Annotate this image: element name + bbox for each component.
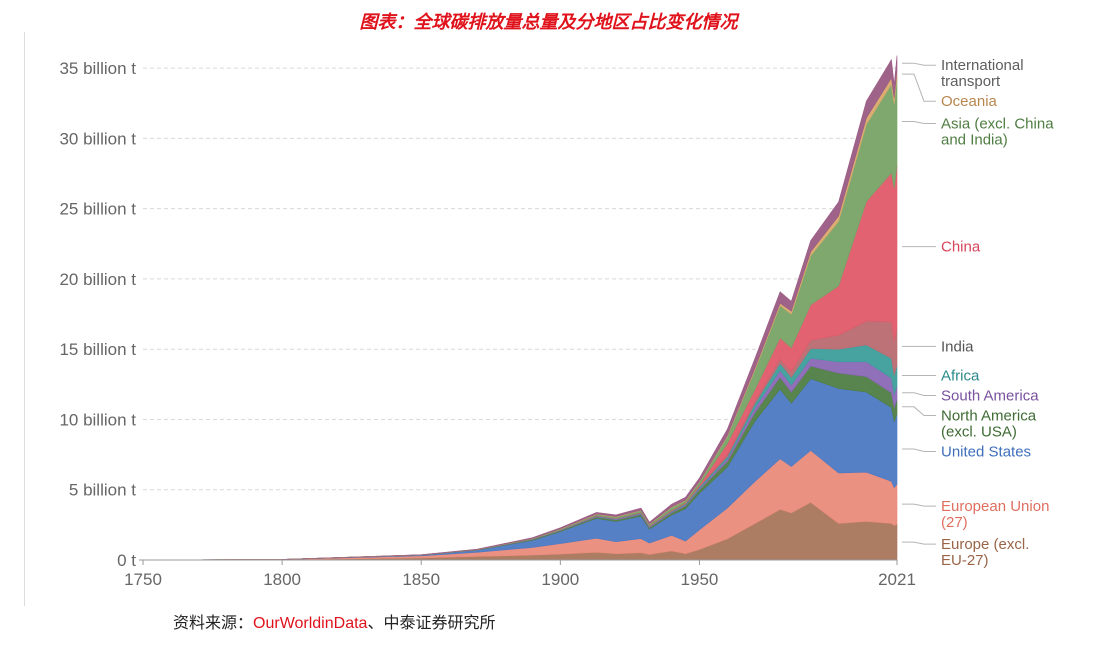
connector-international-transport: [902, 62, 936, 66]
label-europe-excl-eu-27: Europe (excl.: [941, 536, 1029, 553]
label-united-states: United States: [941, 444, 1031, 461]
connector-european-union-27: [902, 503, 936, 507]
x-tick-label: 1750: [124, 570, 162, 589]
label-oceania: Oceania: [941, 93, 998, 110]
source-prefix: 资料来源：: [173, 613, 254, 632]
y-tick-label: 0 t: [117, 551, 136, 570]
label-north-america-excl-usa: North America: [941, 408, 1037, 425]
source-suffix: 、中泰证券研究所: [367, 613, 496, 632]
source-note: 资料来源：OurWorldinData、中泰证券研究所: [173, 609, 495, 633]
x-tick-label: 1950: [681, 570, 719, 589]
area-international-transport: [142, 55, 898, 561]
y-tick-label: 5 billion t: [69, 481, 136, 500]
connector-europe-excl-eu-27: [902, 541, 936, 545]
label-asia-excl-china-and-india: Asia (excl. China: [941, 116, 1054, 133]
x-tick-label: 1900: [541, 570, 579, 589]
connector-united-states: [902, 448, 936, 453]
y-tick-label: 20 billion t: [59, 270, 136, 289]
label-international-transport: International: [941, 57, 1024, 74]
y-tick-label: 10 billion t: [59, 410, 136, 429]
page-left-rule: [24, 32, 25, 606]
connector-asia-excl-china-and-india: [902, 121, 936, 125]
label-africa: Africa: [941, 368, 980, 385]
label-china: China: [941, 239, 981, 256]
label-european-union-27: (27): [941, 514, 968, 531]
stacked-areas: [142, 55, 898, 561]
source-name: OurWorldinData: [253, 615, 368, 632]
chart-title: 图表：全球碳排放量总量及分地区占比变化情况: [359, 12, 738, 33]
y-tick-label: 30 billion t: [59, 129, 136, 148]
label-europe-excl-eu-27: EU-27): [941, 552, 989, 569]
y-tick-label: 25 billion t: [59, 200, 136, 219]
x-tick-label: 1800: [263, 570, 301, 589]
x-tick-label: 1850: [402, 570, 440, 589]
y-tick-label: 35 billion t: [59, 59, 136, 78]
label-south-america: South America: [941, 388, 1039, 405]
label-international-transport: transport: [941, 73, 1001, 90]
connector-north-america-excl-usa: [902, 406, 936, 417]
connector-south-america: [902, 392, 936, 397]
y-tick-label: 15 billion t: [59, 340, 136, 359]
label-india: India: [941, 338, 974, 355]
label-north-america-excl-usa: (excl. USA): [941, 424, 1017, 441]
label-asia-excl-china-and-india: and India): [941, 132, 1008, 149]
x-tick-label: 2021: [878, 570, 916, 589]
label-european-union-27: European Union: [941, 498, 1049, 515]
axes: 0 t 5 billion t 10 billion t 15 billion t 20…: [59, 59, 915, 589]
connector-oceania: [902, 73, 936, 102]
